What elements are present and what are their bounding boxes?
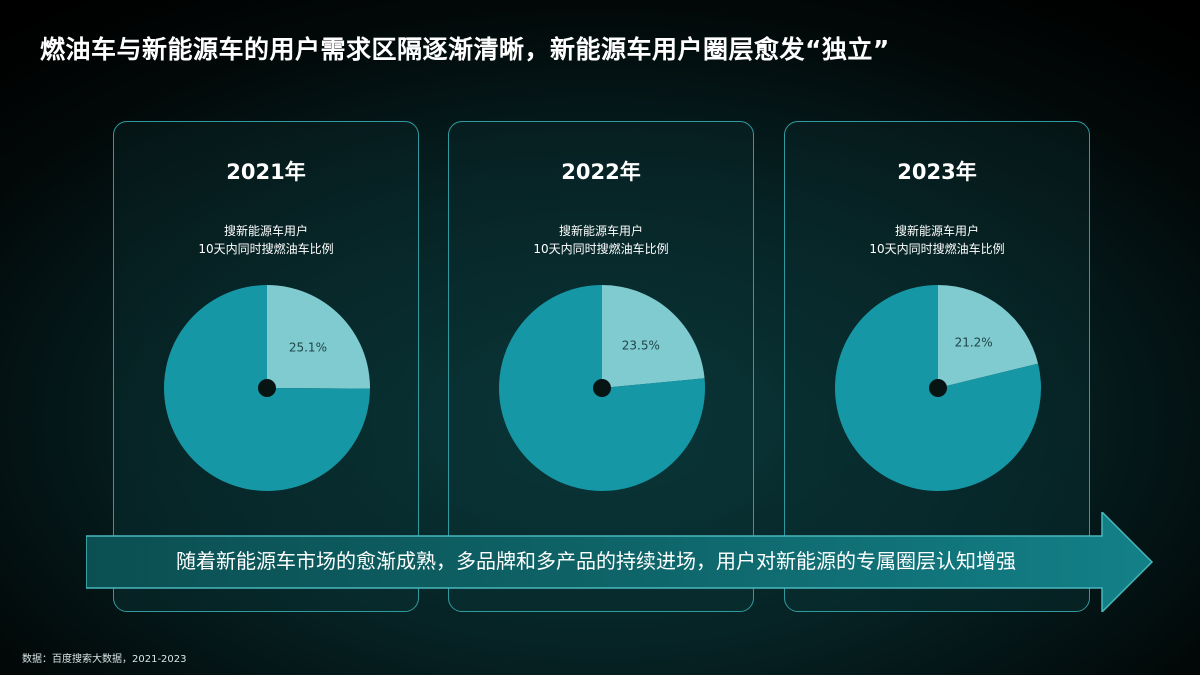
page-title: 燃油车与新能源车的用户需求区隔逐渐清晰，新能源车用户圈层愈发“独立” <box>40 35 890 64</box>
chart-subtitle: 搜新能源车用户 10天内同时搜燃油车比例 <box>785 222 1089 258</box>
pie-data-label: 23.5% <box>622 338 660 352</box>
chart-subtitle-line2: 10天内同时搜燃油车比例 <box>869 242 1005 256</box>
banner-arrow-shape <box>86 512 1154 612</box>
pie-center-dot <box>929 379 947 397</box>
chart-title: 2022年 <box>561 160 641 184</box>
chart-subtitle: 搜新能源车用户 10天内同时搜燃油车比例 <box>114 222 418 258</box>
chart-subtitle-line2: 10天内同时搜燃油车比例 <box>533 242 669 256</box>
source-note: 数据：百度搜索大数据，2021-2023 <box>22 654 187 665</box>
chart-subtitle-line2: 10天内同时搜燃油车比例 <box>198 242 334 256</box>
chart-title: 2023年 <box>897 160 977 184</box>
banner-text: 随着新能源车市场的愈渐成熟，多品牌和多产品的持续进场，用户对新能源的专属圈层认知… <box>176 549 1016 573</box>
chart-card-2023: 2023年 搜新能源车用户 10天内同时搜燃油车比例 21.2% <box>784 121 1090 612</box>
pie-chart-2023: 21.2% <box>835 285 1041 491</box>
pie-slice-highlight <box>602 285 705 388</box>
pie-data-label: 25.1% <box>289 340 327 354</box>
chart-card-2022: 2022年 搜新能源车用户 10天内同时搜燃油车比例 23.5% <box>448 121 754 612</box>
chart-subtitle: 搜新能源车用户 10天内同时搜燃油车比例 <box>449 222 753 258</box>
pie-chart-2022: 23.5% <box>499 285 705 491</box>
chart-subtitle-line1: 搜新能源车用户 <box>558 224 643 238</box>
chart-subtitle-line1: 搜新能源车用户 <box>223 224 308 238</box>
pie-slice-highlight <box>267 285 370 389</box>
chart-subtitle-line1: 搜新能源车用户 <box>894 224 979 238</box>
chart-card-2021: 2021年 搜新能源车用户 10天内同时搜燃油车比例 25.1% <box>113 121 419 612</box>
pie-center-dot <box>258 379 276 397</box>
pie-chart-2021: 25.1% <box>164 285 370 491</box>
pie-center-dot <box>593 379 611 397</box>
pie-slice-highlight <box>938 285 1039 388</box>
pie-data-label: 21.2% <box>955 336 993 350</box>
chart-title: 2021年 <box>226 160 306 184</box>
